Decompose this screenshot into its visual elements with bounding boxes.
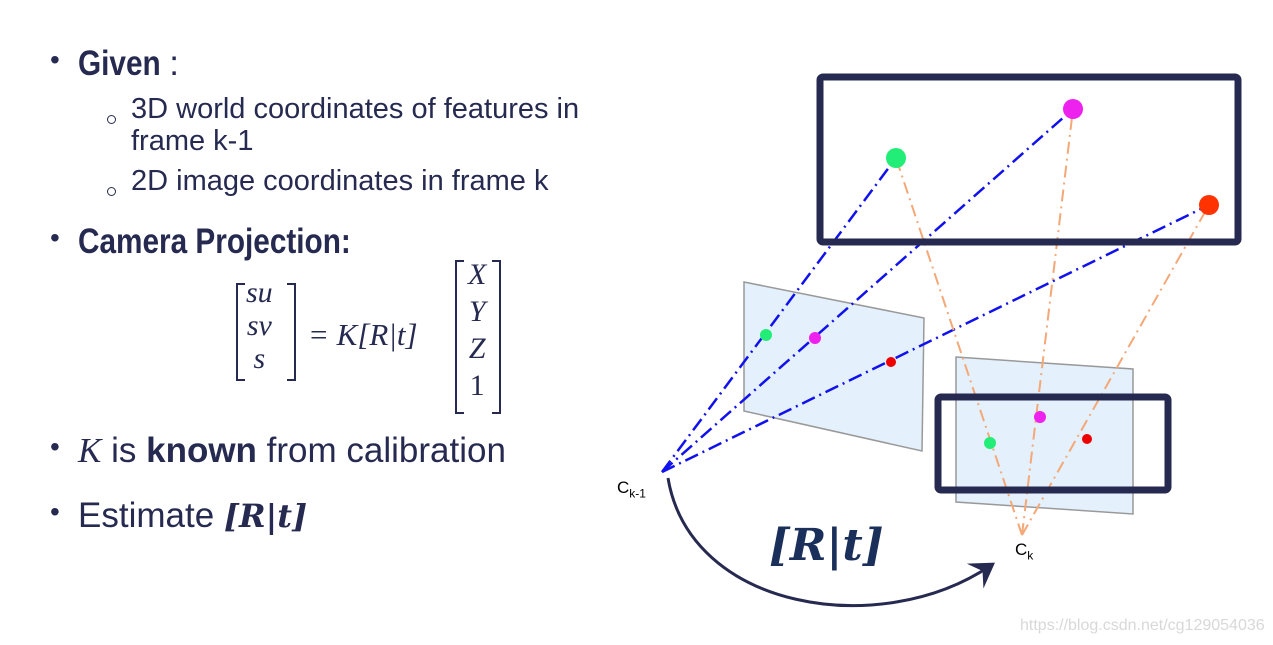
camera-curr-sub: k — [1027, 548, 1034, 563]
given-colon: : — [169, 44, 179, 83]
known-bold: known — [146, 431, 257, 470]
ray-prev-magenta — [661, 108, 1074, 473]
camera-curr-label: Ck — [1015, 540, 1033, 562]
rhs-vector: X Y Z 1 — [468, 256, 486, 404]
ray-prev-green — [660, 157, 898, 473]
rhs-y: Y — [468, 295, 486, 328]
equation-middle: = K[R|t] — [308, 317, 418, 352]
lhs-vector: su sv s — [246, 276, 273, 375]
bullet-given: Given: — [78, 44, 179, 84]
circle-bullet-icon — [107, 115, 116, 124]
lhs-su: su — [246, 276, 273, 309]
bullet-estimate: Estimate [R|t] — [78, 496, 307, 536]
transform-label: [R|t] — [769, 520, 884, 571]
world-point-green — [886, 148, 906, 168]
rhs-1: 1 — [469, 369, 485, 402]
estimate-label: Estimate — [78, 496, 215, 535]
world-point-magenta — [1063, 99, 1083, 119]
bullet-projection: Camera Projection: — [78, 222, 399, 262]
world-point-red — [1199, 195, 1219, 215]
given-label: Given — [78, 44, 161, 83]
projection-label: Camera Projection: — [78, 222, 351, 261]
bracket — [455, 260, 464, 414]
lhs-sv: sv — [246, 309, 272, 342]
world-frame-box — [816, 73, 1242, 246]
rays-curr — [895, 108, 1210, 536]
bullet-icon: • — [50, 431, 60, 462]
prev-image-point-red — [886, 357, 896, 367]
camera-prev-sub: k-1 — [629, 486, 646, 501]
given-item-1-cont: frame k-1 — [131, 125, 254, 157]
estimate-rt: [R|t] — [223, 497, 308, 535]
bracket — [287, 283, 296, 381]
ray-prev-red — [661, 203, 1210, 474]
image-frame-box — [934, 393, 1172, 494]
image-plane-prev — [743, 281, 925, 452]
ray-curr-green — [895, 157, 1023, 536]
known-rest: from calibration — [266, 431, 506, 470]
known-is: is — [111, 431, 137, 470]
prev-image-point-green — [760, 329, 772, 341]
curr-image-point-green — [984, 437, 996, 449]
prev-image-point-magenta — [809, 332, 821, 344]
circle-bullet-icon — [107, 187, 116, 196]
transform-arrow — [666, 477, 995, 608]
camera-prev-label: Ck-1 — [617, 478, 646, 500]
given-item-1: 3D world coordinates of features in — [131, 93, 580, 125]
bullet-icon: • — [50, 44, 60, 75]
k-symbol: K — [78, 431, 102, 470]
rhs-z: Z — [468, 332, 486, 365]
bullet-icon: • — [50, 222, 60, 253]
bracket — [492, 260, 501, 414]
rhs-x: X — [468, 258, 487, 291]
rays-prev — [660, 108, 1210, 474]
curr-image-point-red — [1082, 434, 1092, 444]
curr-image-point-magenta — [1034, 411, 1046, 423]
bullet-known: K is known from calibration — [78, 431, 506, 471]
bullet-icon: • — [50, 496, 60, 527]
lhs-s: s — [253, 342, 266, 375]
camera-prev-c: C — [617, 478, 630, 497]
ray-curr-red — [1021, 204, 1210, 536]
bracket — [236, 283, 245, 381]
given-item-2: 2D image coordinates in frame k — [131, 165, 549, 197]
watermark: https://blog.csdn.net/cg129054036 — [1020, 617, 1265, 634]
camera-curr-c: C — [1015, 540, 1028, 559]
